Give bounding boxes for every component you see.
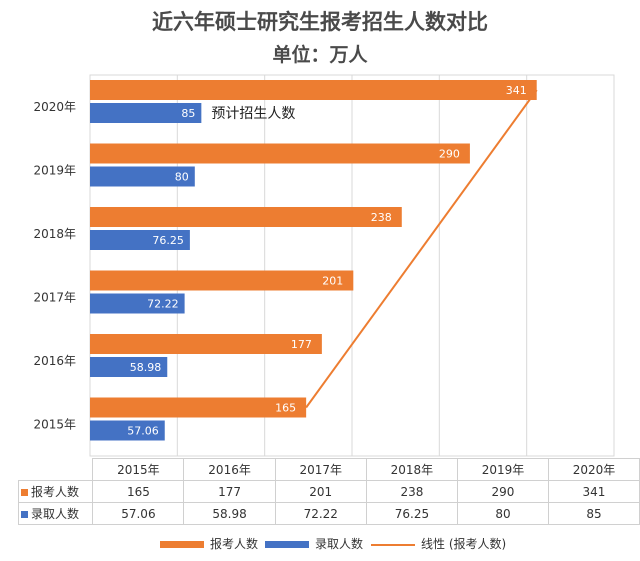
table-cell: 76.25	[365, 502, 459, 525]
bar-value-label: 177	[291, 338, 312, 351]
bar-value-label: 165	[275, 402, 296, 415]
table-cell: 72.22	[274, 502, 367, 525]
bar-admitted	[90, 420, 165, 441]
bar-value-label: 57.06	[127, 425, 159, 438]
table-row: 录取人数 57.06 58.98 72.22 76.25 80 85	[17, 502, 640, 525]
bar-applicants	[90, 397, 307, 418]
bar-applicants	[90, 334, 322, 354]
bar-value-label: 80	[175, 171, 189, 184]
trendline-swatch-icon	[371, 543, 415, 546]
legend-label: 报考人数	[210, 537, 259, 551]
bar-value-label: 85	[181, 107, 195, 120]
legend-item: 报考人数	[160, 535, 258, 552]
row-label-text: 录取人数	[31, 507, 80, 521]
table-cell: 341	[547, 480, 640, 503]
table-row-label: 报考人数	[17, 480, 94, 503]
table-row-label: 录取人数	[17, 502, 94, 525]
bar-applicants	[90, 270, 354, 291]
data-table: 2015年 2016年 2017年 2018年 2019年 2020年 报考人数…	[17, 458, 640, 525]
table-cell: 85	[547, 502, 640, 525]
bar-value-label: 341	[506, 84, 527, 97]
legend-item: 线性 (报考人数)	[371, 535, 506, 552]
table-year: 2018年	[365, 458, 459, 481]
chart-subtitle: 单位：万人	[272, 44, 368, 66]
bar-value-label: 201	[322, 275, 343, 288]
legend-item: 录取人数	[265, 535, 363, 552]
y-axis-tick-label: 2020年	[33, 100, 76, 114]
bar-value-label: 72.22	[147, 298, 179, 311]
bar-value-label: 238	[371, 211, 392, 224]
table-cell: 201	[274, 480, 367, 503]
annotation-text: 预计招生人数	[211, 106, 295, 122]
table-year: 2020年	[547, 458, 640, 481]
bar-value-label: 76.25	[152, 234, 184, 247]
table-cell: 290	[457, 480, 549, 503]
blue-swatch-icon	[265, 541, 309, 548]
orange-key-icon	[21, 489, 28, 496]
table-year: 2015年	[92, 458, 185, 481]
row-label-text: 报考人数	[31, 485, 80, 499]
bar-admitted	[90, 230, 190, 250]
y-axis-tick-label: 2016年	[33, 354, 76, 368]
table-cell: 57.06	[92, 502, 185, 525]
bar-value-label: 58.98	[130, 361, 162, 374]
legend-label: 录取人数	[315, 537, 364, 551]
table-corner	[18, 458, 94, 481]
table-year: 2019年	[457, 458, 549, 481]
y-axis-tick-label: 2017年	[33, 290, 76, 304]
y-axis-tick-label: 2019年	[33, 163, 76, 177]
bar-admitted	[90, 103, 202, 123]
bar-applicants	[90, 207, 402, 227]
chart-title: 近六年硕士研究生报考招生人数对比	[152, 10, 488, 34]
table-cell: 238	[365, 480, 459, 503]
table-header-row: 2015年 2016年 2017年 2018年 2019年 2020年	[18, 458, 640, 481]
table-cell: 165	[92, 480, 185, 503]
trendline	[305, 89, 538, 409]
table-year: 2016年	[183, 458, 276, 481]
blue-key-icon	[21, 511, 28, 518]
legend-label: 线性 (报考人数)	[421, 537, 507, 551]
table-cell: 58.98	[183, 502, 276, 525]
table-cell: 80	[457, 502, 549, 525]
bar-admitted	[90, 166, 195, 187]
bar-value-label: 290	[439, 148, 460, 161]
bar-applicants	[90, 143, 470, 164]
bar-applicants	[90, 80, 537, 100]
y-axis-tick-label: 2015年	[33, 417, 76, 431]
orange-swatch-icon	[160, 541, 204, 548]
table-year: 2017年	[274, 458, 367, 481]
bar-admitted	[90, 357, 168, 377]
y-axis-tick-label: 2018年	[33, 227, 76, 241]
bar-admitted	[90, 293, 185, 314]
table-row: 报考人数 165 177 201 238 290 341	[17, 480, 640, 503]
table-cell: 177	[183, 480, 276, 503]
